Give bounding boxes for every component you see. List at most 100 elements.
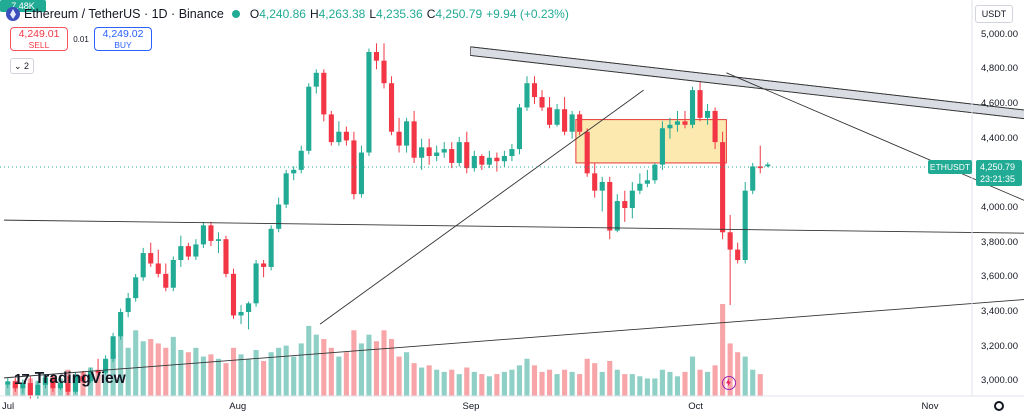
lightning-event-icon[interactable] xyxy=(722,376,736,390)
market-open-status-icon xyxy=(231,10,240,18)
volume-bar xyxy=(358,343,364,396)
candle-body xyxy=(742,190,748,260)
candle-body xyxy=(682,121,688,125)
volume-bar xyxy=(750,369,756,396)
candle-body xyxy=(178,246,184,260)
volume-bar xyxy=(757,374,763,396)
candle-body xyxy=(486,157,492,165)
last-price-value: 4,250.79 xyxy=(980,162,1016,172)
range-box xyxy=(575,119,727,164)
volume-bar xyxy=(336,356,342,396)
candle-body xyxy=(276,204,282,229)
candle-body xyxy=(644,180,650,184)
candle-body xyxy=(735,249,741,260)
candle-body xyxy=(245,303,252,312)
symbol-title[interactable]: Ethereum / TetherUS · 1D · Binance xyxy=(24,7,224,21)
volume-bar xyxy=(742,356,748,396)
change-value: +9.94 (+0.23%) xyxy=(486,7,569,21)
volume-bar xyxy=(464,367,470,396)
candle-body xyxy=(388,83,395,132)
volume-bar xyxy=(208,354,214,396)
tradingview-logo[interactable]: 17 TradingView xyxy=(14,370,126,388)
candle-body xyxy=(87,370,94,382)
candle-body xyxy=(12,381,18,389)
candle-body xyxy=(268,228,274,267)
time-axis-tick: Oct xyxy=(688,401,704,412)
candle-body xyxy=(456,142,462,163)
buy-button[interactable]: 4,249.02 BUY xyxy=(94,27,152,51)
candle-body xyxy=(343,131,349,141)
volume-bar xyxy=(426,365,432,396)
candle-body xyxy=(140,253,146,278)
candle-body xyxy=(238,312,244,316)
candle-body xyxy=(584,131,590,174)
volume-bar xyxy=(667,371,673,396)
candle-body xyxy=(404,121,410,146)
sell-label: SELL xyxy=(28,40,50,50)
sell-button[interactable]: 4,249.01 SELL xyxy=(10,27,68,51)
volume-bar xyxy=(230,347,237,396)
trendline xyxy=(726,72,1024,201)
candle-body xyxy=(133,277,139,299)
candle-body xyxy=(531,83,538,98)
candle-body xyxy=(554,109,560,125)
volume-bar xyxy=(245,358,252,396)
settings-gear-icon[interactable] xyxy=(994,401,1004,411)
candle-body xyxy=(637,183,643,191)
volume-bar xyxy=(592,363,598,396)
candles xyxy=(5,43,771,399)
candle-body xyxy=(562,109,568,132)
volume-bar xyxy=(644,378,650,396)
volume-bar xyxy=(283,345,289,396)
volume-bar xyxy=(449,369,455,396)
volume-bar xyxy=(125,347,131,396)
open-label: O xyxy=(249,7,260,21)
resistance-channel-edge xyxy=(470,55,1024,120)
candle-body xyxy=(659,128,665,165)
volume-bar xyxy=(321,339,327,396)
candle-body xyxy=(720,142,726,233)
volume-bar xyxy=(501,371,507,396)
symbol-header: Ethereum / TetherUS · 1D · Binance O 4,24… xyxy=(6,6,569,22)
buy-label: BUY xyxy=(114,40,132,50)
candle-body xyxy=(373,52,380,61)
volume-bar xyxy=(419,367,425,396)
indicators-toggle-button[interactable]: ⌄ 2 xyxy=(10,58,34,74)
candle-body xyxy=(306,86,312,151)
candle-body xyxy=(546,107,553,125)
candle-body xyxy=(569,114,575,132)
volume-bar xyxy=(328,347,334,396)
candle-body xyxy=(148,253,154,264)
currency-selector[interactable]: USDT xyxy=(975,5,1013,23)
volume-bar xyxy=(140,341,146,396)
candle-body xyxy=(351,140,357,195)
candle-body xyxy=(65,383,71,392)
volume-bar xyxy=(674,376,681,396)
volume-bar xyxy=(712,365,718,396)
volume-bar xyxy=(554,374,560,396)
candle-body xyxy=(321,72,327,115)
candle-body xyxy=(501,156,507,162)
volume-bar xyxy=(253,350,259,396)
candle-body xyxy=(170,260,176,288)
indicator-count: 2 xyxy=(24,61,30,71)
candle-body xyxy=(434,152,440,156)
candle-body xyxy=(629,190,635,208)
volume-bar xyxy=(622,374,628,396)
volume-bar xyxy=(614,369,620,396)
candle-body xyxy=(750,166,756,191)
candle-body xyxy=(125,298,131,312)
buy-price: 4,249.02 xyxy=(102,28,144,40)
candle-body xyxy=(230,273,237,316)
candle-body xyxy=(516,107,523,150)
close-value: 4,250.79 xyxy=(435,7,483,21)
volume-bar xyxy=(629,374,635,396)
candle-body xyxy=(20,383,26,389)
chart-grid xyxy=(575,119,727,164)
volume-bar xyxy=(546,369,553,396)
candle-body xyxy=(185,246,191,257)
volume-bar xyxy=(479,374,485,396)
candle-body xyxy=(674,121,681,125)
volume-bar xyxy=(118,334,124,396)
